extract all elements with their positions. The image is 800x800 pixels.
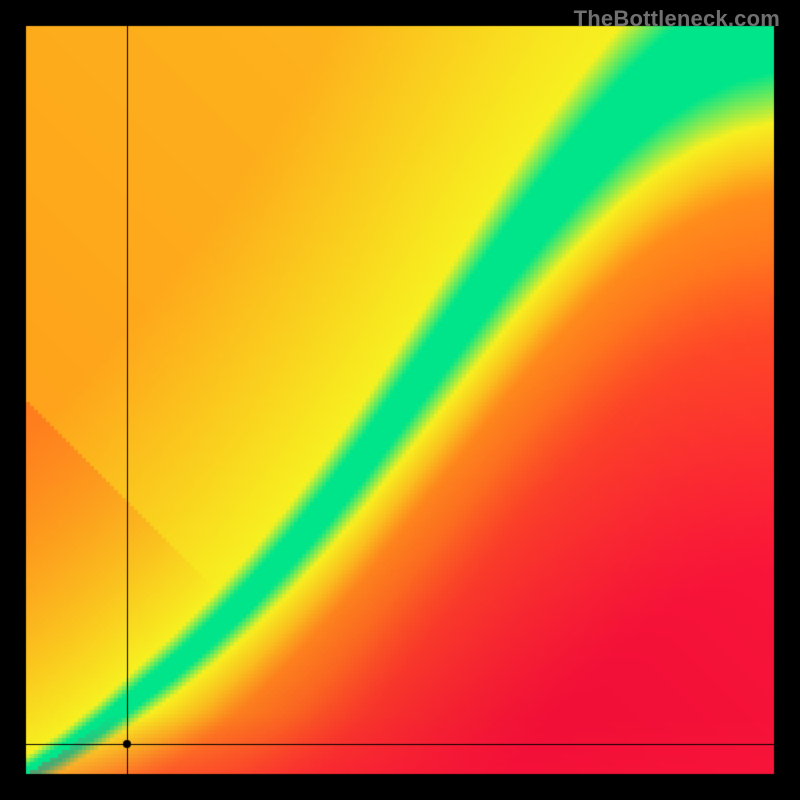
watermark-text: TheBottleneck.com xyxy=(574,6,780,32)
bottleneck-heatmap-canvas xyxy=(0,0,800,800)
chart-container: TheBottleneck.com xyxy=(0,0,800,800)
